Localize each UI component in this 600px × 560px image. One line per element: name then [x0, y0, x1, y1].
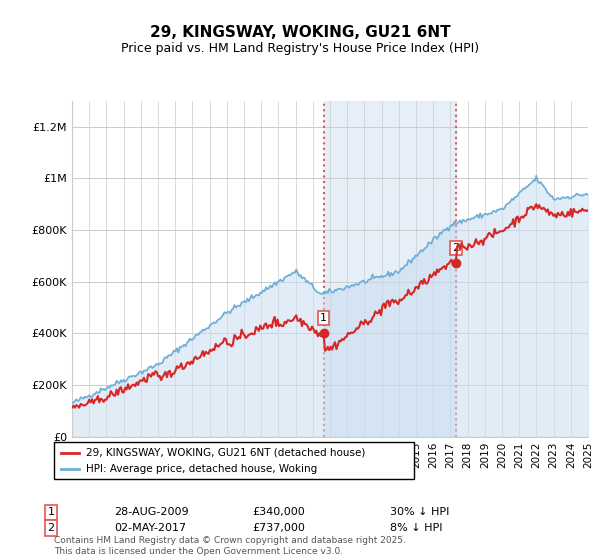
- Text: £340,000: £340,000: [252, 507, 305, 517]
- Text: HPI: Average price, detached house, Woking: HPI: Average price, detached house, Woki…: [86, 464, 317, 474]
- Text: Price paid vs. HM Land Registry's House Price Index (HPI): Price paid vs. HM Land Registry's House …: [121, 42, 479, 55]
- Text: £737,000: £737,000: [252, 523, 305, 533]
- Text: 1: 1: [320, 313, 327, 323]
- Text: 29, KINGSWAY, WOKING, GU21 6NT: 29, KINGSWAY, WOKING, GU21 6NT: [149, 25, 451, 40]
- Text: 30% ↓ HPI: 30% ↓ HPI: [390, 507, 449, 517]
- Text: 1: 1: [47, 507, 55, 517]
- Text: 2: 2: [452, 243, 460, 253]
- Text: 29, KINGSWAY, WOKING, GU21 6NT (detached house): 29, KINGSWAY, WOKING, GU21 6NT (detached…: [86, 447, 366, 458]
- Text: 2: 2: [47, 523, 55, 533]
- Text: 28-AUG-2009: 28-AUG-2009: [114, 507, 188, 517]
- Text: Contains HM Land Registry data © Crown copyright and database right 2025.
This d: Contains HM Land Registry data © Crown c…: [54, 536, 406, 556]
- Bar: [324, 101, 456, 437]
- Text: 8% ↓ HPI: 8% ↓ HPI: [390, 523, 443, 533]
- FancyBboxPatch shape: [54, 442, 414, 479]
- Text: 02-MAY-2017: 02-MAY-2017: [114, 523, 186, 533]
